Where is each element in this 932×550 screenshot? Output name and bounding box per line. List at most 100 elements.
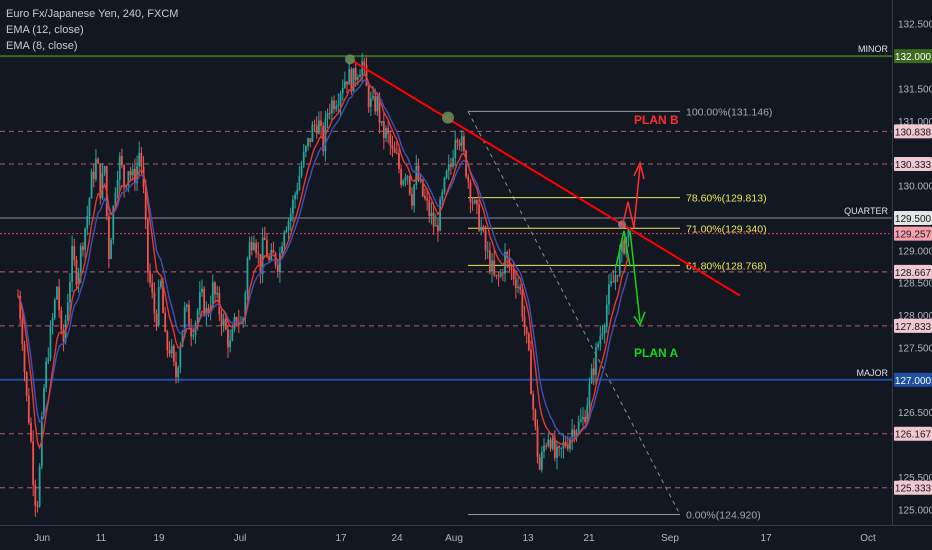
price-tick-label: 125.000 (898, 505, 932, 516)
price-label: 130.333 (895, 160, 932, 171)
candle-body (285, 230, 288, 232)
candle-body (488, 250, 491, 272)
candle-body (395, 152, 398, 154)
candle-body (185, 304, 188, 307)
price-label-box (894, 226, 932, 241)
candle-body (549, 439, 552, 449)
candle-body (595, 347, 597, 375)
candle-body (426, 198, 429, 201)
candle-body (43, 387, 45, 417)
candle-body (82, 246, 84, 250)
candle-body (543, 445, 545, 452)
candle-body (90, 171, 93, 199)
candle-body (127, 171, 130, 186)
ema-12-label: EMA (12, close) (6, 24, 84, 36)
candle-body (582, 416, 584, 420)
candle-body (389, 133, 392, 146)
candle-body (478, 204, 480, 231)
candle-body (19, 295, 22, 320)
price-label-box (894, 124, 932, 139)
price-label: 125.333 (895, 484, 932, 495)
candle-body (335, 106, 338, 110)
candle-body (307, 138, 309, 147)
candle-body (527, 333, 530, 350)
plan-a-arrow-head (633, 311, 646, 327)
price-tick-label: 129.000 (898, 246, 932, 257)
ema-8-line (17, 72, 630, 450)
candle-body (369, 98, 372, 107)
candle-body (367, 85, 370, 107)
candle-body (214, 282, 216, 295)
candle-body (112, 206, 115, 240)
candle-body (320, 120, 322, 126)
candle-body (330, 100, 333, 114)
candle-body (627, 229, 630, 237)
candle-body (95, 159, 97, 180)
candle-body (476, 199, 478, 205)
candle-body (560, 447, 563, 449)
candle-body (517, 286, 519, 288)
candle-body (400, 168, 403, 185)
candle-body (317, 120, 320, 134)
candle-body (328, 112, 331, 114)
candle-body (263, 237, 266, 240)
candle-body (499, 272, 502, 277)
candle-body (437, 225, 439, 231)
candle-body (415, 165, 418, 185)
pivot-marker (442, 111, 454, 124)
candle-body (566, 445, 569, 449)
candle-body (519, 286, 522, 290)
candle-body (170, 345, 173, 354)
time-tick-label: Jul (234, 533, 247, 544)
candle-body (558, 446, 561, 449)
plan-a-arrow (629, 230, 641, 322)
candle-body (292, 199, 294, 214)
time-tick-label: 13 (522, 533, 534, 544)
candle-body (337, 104, 340, 107)
candle-body (523, 316, 526, 328)
candle-body (276, 264, 279, 273)
candle-body (183, 306, 186, 331)
candle-body (172, 345, 175, 362)
candle-body (110, 239, 112, 260)
fib-level-label: 78.60%(129.813) (686, 193, 767, 205)
candle-body (294, 194, 296, 200)
candle-body (224, 319, 227, 330)
candle-body (188, 304, 190, 328)
candle-body (385, 127, 387, 138)
candle-body (441, 192, 444, 200)
candle-body (311, 124, 314, 142)
candle-body (49, 325, 52, 359)
price-tick-label: 126.500 (898, 408, 932, 419)
candle-body (575, 430, 578, 437)
candle-body (231, 329, 234, 341)
candle-body (361, 61, 364, 75)
time-tick-label: Jun (34, 533, 50, 544)
candle-body (445, 170, 448, 178)
candle-body (363, 61, 366, 66)
candle-body (374, 96, 377, 112)
candle-body (359, 74, 361, 78)
candle-body (463, 136, 465, 151)
price-tick-label: 131.000 (898, 117, 932, 128)
candle-body (192, 335, 195, 337)
candle-body (157, 287, 160, 326)
price-tick-label: 128.000 (898, 311, 932, 322)
price-tick-label: 131.500 (898, 84, 932, 95)
candle-body (146, 219, 149, 272)
candle-body (382, 120, 385, 138)
fib-level-label: 61.80%(128.768) (686, 260, 767, 272)
candle-body (235, 317, 238, 322)
candle-body (138, 152, 141, 167)
fib-level-label: 0.00%(124.920) (686, 509, 761, 521)
candle-body (512, 270, 515, 280)
candle-body (398, 153, 400, 169)
candle-body (257, 253, 260, 255)
candle-body (84, 228, 87, 250)
candle-body (255, 242, 258, 254)
candle-body (406, 176, 409, 178)
candle-body (233, 317, 236, 330)
candle-body (97, 159, 99, 164)
